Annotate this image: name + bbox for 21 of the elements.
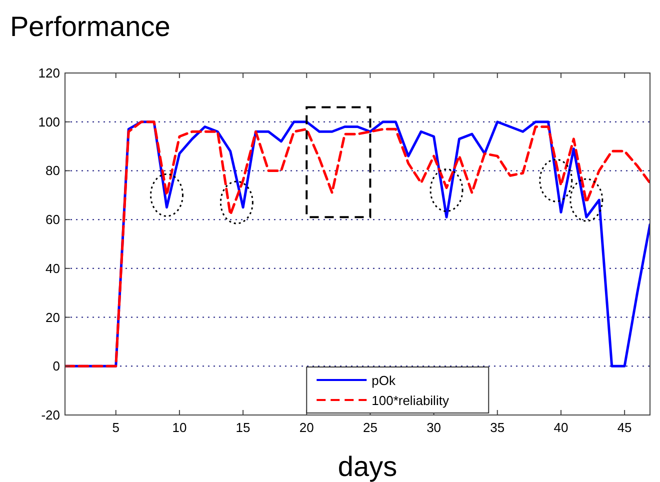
y-tick-label: -20: [41, 408, 60, 422]
x-tick-label: 30: [426, 420, 442, 435]
x-tick-label: 35: [490, 420, 505, 435]
legend-label: pOk: [372, 373, 396, 388]
x-tick-label: 10: [172, 420, 187, 435]
y-tick-label: 40: [46, 260, 60, 276]
x-tick-label: 40: [554, 420, 568, 435]
x-tick-label: 15: [236, 420, 250, 435]
legend-label: 100*reliability: [372, 393, 450, 408]
y-tick-label: 120: [38, 66, 60, 80]
chart-title: Performance: [10, 11, 170, 42]
y-tick-label: 80: [46, 163, 60, 178]
x-tick-label: 5: [112, 420, 120, 435]
y-tick-label: 20: [46, 310, 60, 325]
y-tick-label: 100: [38, 114, 60, 130]
y-tick-label: 0: [52, 358, 60, 374]
x-tick-label: 20: [299, 420, 314, 435]
y-tick-label: 60: [46, 212, 60, 228]
x-tick-label: 25: [362, 420, 378, 435]
x-axis-title: days: [338, 451, 398, 482]
x-tick-label: 45: [617, 420, 632, 435]
